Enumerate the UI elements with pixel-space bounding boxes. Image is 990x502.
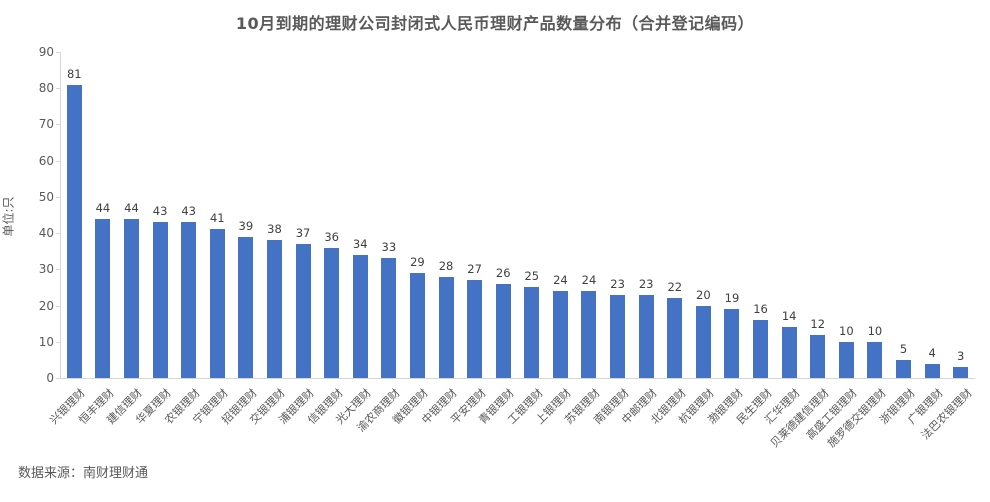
bar xyxy=(667,298,683,378)
bar xyxy=(953,367,969,378)
bar-value-label: 16 xyxy=(753,302,768,317)
y-tick-label: 80 xyxy=(38,81,54,96)
y-tick-label: 50 xyxy=(38,189,54,204)
bar xyxy=(123,218,139,378)
bar-value-label: 43 xyxy=(181,204,196,219)
y-tick-mark xyxy=(56,196,60,198)
bar xyxy=(209,229,225,378)
y-tick-mark xyxy=(56,124,60,126)
bar xyxy=(152,222,168,378)
bar xyxy=(409,272,425,378)
bar xyxy=(352,254,368,378)
bar xyxy=(266,240,282,378)
y-tick-label: 20 xyxy=(38,298,54,313)
bar-value-label: 28 xyxy=(438,258,454,273)
bar-value-label: 44 xyxy=(124,200,139,215)
bar xyxy=(324,247,340,378)
y-tick-label: 90 xyxy=(38,45,54,59)
bar xyxy=(467,280,483,378)
bar-value-label: 37 xyxy=(295,225,311,240)
bar xyxy=(638,294,654,378)
bar-value-label: 24 xyxy=(581,273,597,288)
bar-value-label: 24 xyxy=(553,273,568,288)
bar xyxy=(238,236,254,378)
bar-value-label: 25 xyxy=(524,269,540,284)
bar-value-label: 5 xyxy=(899,341,908,356)
bar xyxy=(95,218,111,378)
bar xyxy=(924,363,940,378)
bar-value-label: 20 xyxy=(696,287,711,302)
bar-value-label: 14 xyxy=(781,309,797,324)
bar xyxy=(695,305,711,378)
data-source-note: 数据来源：南财理财通 xyxy=(18,466,149,481)
bar-value-label: 43 xyxy=(152,204,168,219)
bar-value-label: 26 xyxy=(495,265,511,280)
chart-title: 10月到期的理财公司封闭式人民币理财产品数量分布（合并登记编码） xyxy=(235,14,755,33)
bar-value-label: 10 xyxy=(839,323,854,338)
y-tick-label: 70 xyxy=(38,117,54,132)
bar-value-label: 38 xyxy=(267,222,282,237)
bar xyxy=(781,327,797,378)
y-tick-label: 10 xyxy=(38,334,54,349)
bar xyxy=(838,341,854,378)
y-tick-mark xyxy=(56,305,60,307)
y-tick-label: 0 xyxy=(46,371,54,385)
bar xyxy=(552,291,568,378)
bar-value-label: 39 xyxy=(238,218,254,233)
bar-value-label: 4 xyxy=(928,345,936,360)
bar-value-label: 23 xyxy=(610,276,625,291)
y-tick-mark xyxy=(56,341,60,343)
bar xyxy=(867,341,883,378)
bar-value-label: 3 xyxy=(957,349,965,364)
y-tick-mark xyxy=(56,160,60,162)
bar-value-label: 10 xyxy=(867,323,883,338)
bar xyxy=(495,283,511,378)
y-tick-label: 60 xyxy=(38,153,54,168)
bar-value-label: 81 xyxy=(66,66,82,81)
bar xyxy=(810,334,826,378)
bar-value-label: 12 xyxy=(810,316,826,331)
bar xyxy=(295,243,311,378)
bar xyxy=(581,291,597,378)
bar xyxy=(724,309,740,378)
bar-value-label: 23 xyxy=(638,276,654,291)
bar xyxy=(753,320,769,378)
y-tick-mark xyxy=(56,52,60,53)
bar-value-label: 22 xyxy=(667,280,683,295)
y-tick-mark xyxy=(56,378,60,379)
bar xyxy=(896,359,912,378)
bar-value-label: 44 xyxy=(95,200,111,215)
bar-value-label: 19 xyxy=(724,291,740,306)
bar xyxy=(610,294,626,378)
y-tick-label: 30 xyxy=(38,262,54,277)
bar xyxy=(66,84,82,378)
y-tick-mark xyxy=(56,233,60,235)
y-axis-line xyxy=(60,52,61,378)
bar-value-label: 36 xyxy=(324,229,339,244)
bar xyxy=(381,258,397,378)
bar xyxy=(524,287,540,378)
bar-value-label: 27 xyxy=(467,262,482,277)
y-tick-mark xyxy=(56,269,60,271)
bar xyxy=(181,222,197,378)
y-axis-title: 单位:只 xyxy=(1,196,16,237)
bar-value-label: 29 xyxy=(410,254,425,269)
x-axis-line xyxy=(60,378,975,379)
bar-value-label: 34 xyxy=(352,236,368,251)
y-tick-mark xyxy=(56,88,60,90)
bar-value-label: 41 xyxy=(209,211,225,226)
bar xyxy=(438,276,454,378)
bar-value-label: 33 xyxy=(381,240,397,255)
y-tick-label: 40 xyxy=(38,226,54,241)
